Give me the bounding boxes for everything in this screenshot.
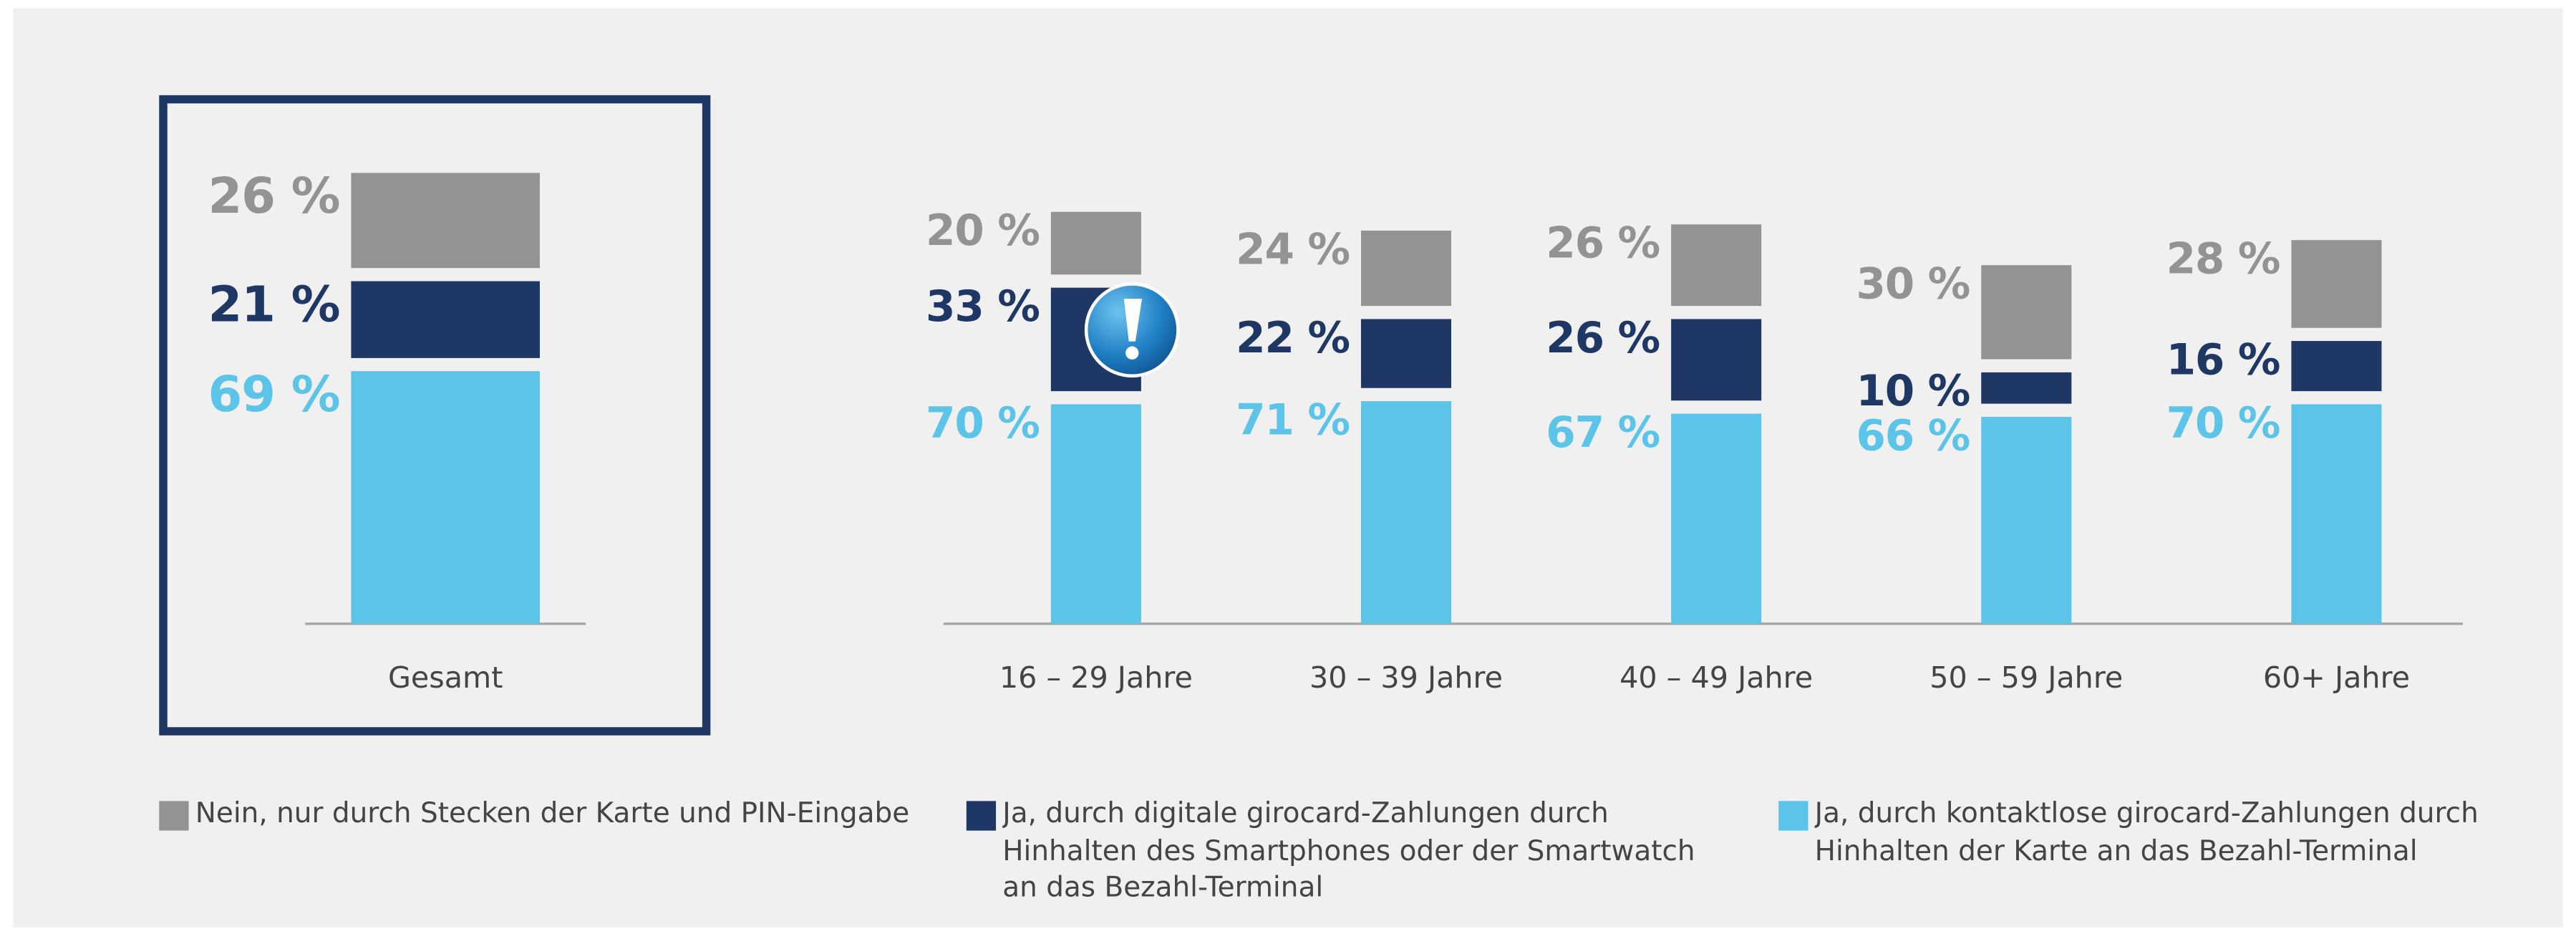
legend-entry: Ja, durch digitale girocard-Zahlungen du… [1002, 797, 1695, 905]
bar-segment [351, 173, 540, 269]
value-label: 30 % [1856, 260, 1970, 309]
bar-segment [1360, 319, 1452, 388]
marks: 69 % 21 % 26 % Gesamt 70 % 33 % 20 % 16 – 29 Ja… [208, 168, 2410, 695]
value-label: 10 % [1856, 367, 1970, 416]
value-label: 26 % [1546, 219, 1660, 269]
value-label: 16 % [2166, 335, 2280, 385]
legend-entry: Ja, durch kontaktlose girocard-Zahlungen… [1814, 797, 2479, 868]
legend-entry: Nein, nur durch Stecken der Karte und PI… [195, 797, 910, 831]
value-label: 20 % [926, 206, 1040, 256]
bar-segment [1050, 211, 1141, 275]
legend-label: Ja, durch kontaktlose girocard-Zahlungen… [1814, 797, 2479, 868]
legend-label: Nein, nur durch Stecken der Karte und PI… [195, 797, 910, 831]
legend: Nein, nur durch Stecken der Karte und PI… [159, 797, 2479, 905]
value-label: 67 % [1546, 408, 1660, 458]
bar-segment [1360, 401, 1452, 624]
alert-icon [1084, 282, 1180, 378]
category-label: 16 – 29 Jahre [999, 660, 1193, 695]
bar-segment [1671, 224, 1762, 307]
bar-segment [2291, 404, 2382, 624]
bar-segment [1981, 372, 2072, 404]
bar-segment [1981, 416, 2072, 624]
category-label: 40 – 49 Jahre [1619, 660, 1813, 695]
value-label: 21 % [208, 276, 339, 333]
value-label: 22 % [1236, 314, 1350, 363]
value-label: 28 % [2166, 235, 2280, 284]
highlight-frame [159, 95, 711, 736]
bar-segment [1671, 319, 1762, 401]
value-label: 26 % [1546, 314, 1660, 363]
value-label: 26 % [208, 168, 339, 225]
bar-segment [1671, 413, 1762, 624]
bar-segment [2291, 341, 2382, 392]
bar-segment [351, 281, 540, 358]
category-label: 50 – 59 Jahre [1929, 660, 2123, 695]
bar-segment [351, 371, 540, 624]
bar-segment [1981, 265, 2072, 360]
value-label: 70 % [926, 399, 1040, 448]
value-label: 66 % [1856, 411, 1970, 461]
legend-swatch [159, 801, 189, 831]
value-label: 33 % [926, 282, 1040, 332]
legend-label: Ja, durch digitale girocard-Zahlungen du… [1002, 797, 1695, 905]
value-label: 69 % [208, 366, 339, 423]
value-label: 70 % [2166, 399, 2280, 448]
category-label: 30 – 39 Jahre [1309, 660, 1503, 695]
legend-swatch [1778, 801, 1808, 831]
category-label: Gesamt [388, 660, 503, 695]
value-label: 24 % [1236, 225, 1350, 274]
bar-segment [2291, 240, 2382, 328]
category-label: 60+ Jahre [2263, 660, 2410, 695]
legend-swatch [966, 801, 997, 831]
bar-segment [1050, 404, 1141, 624]
bar-segment [1360, 231, 1452, 307]
value-label: 71 % [1236, 395, 1350, 445]
